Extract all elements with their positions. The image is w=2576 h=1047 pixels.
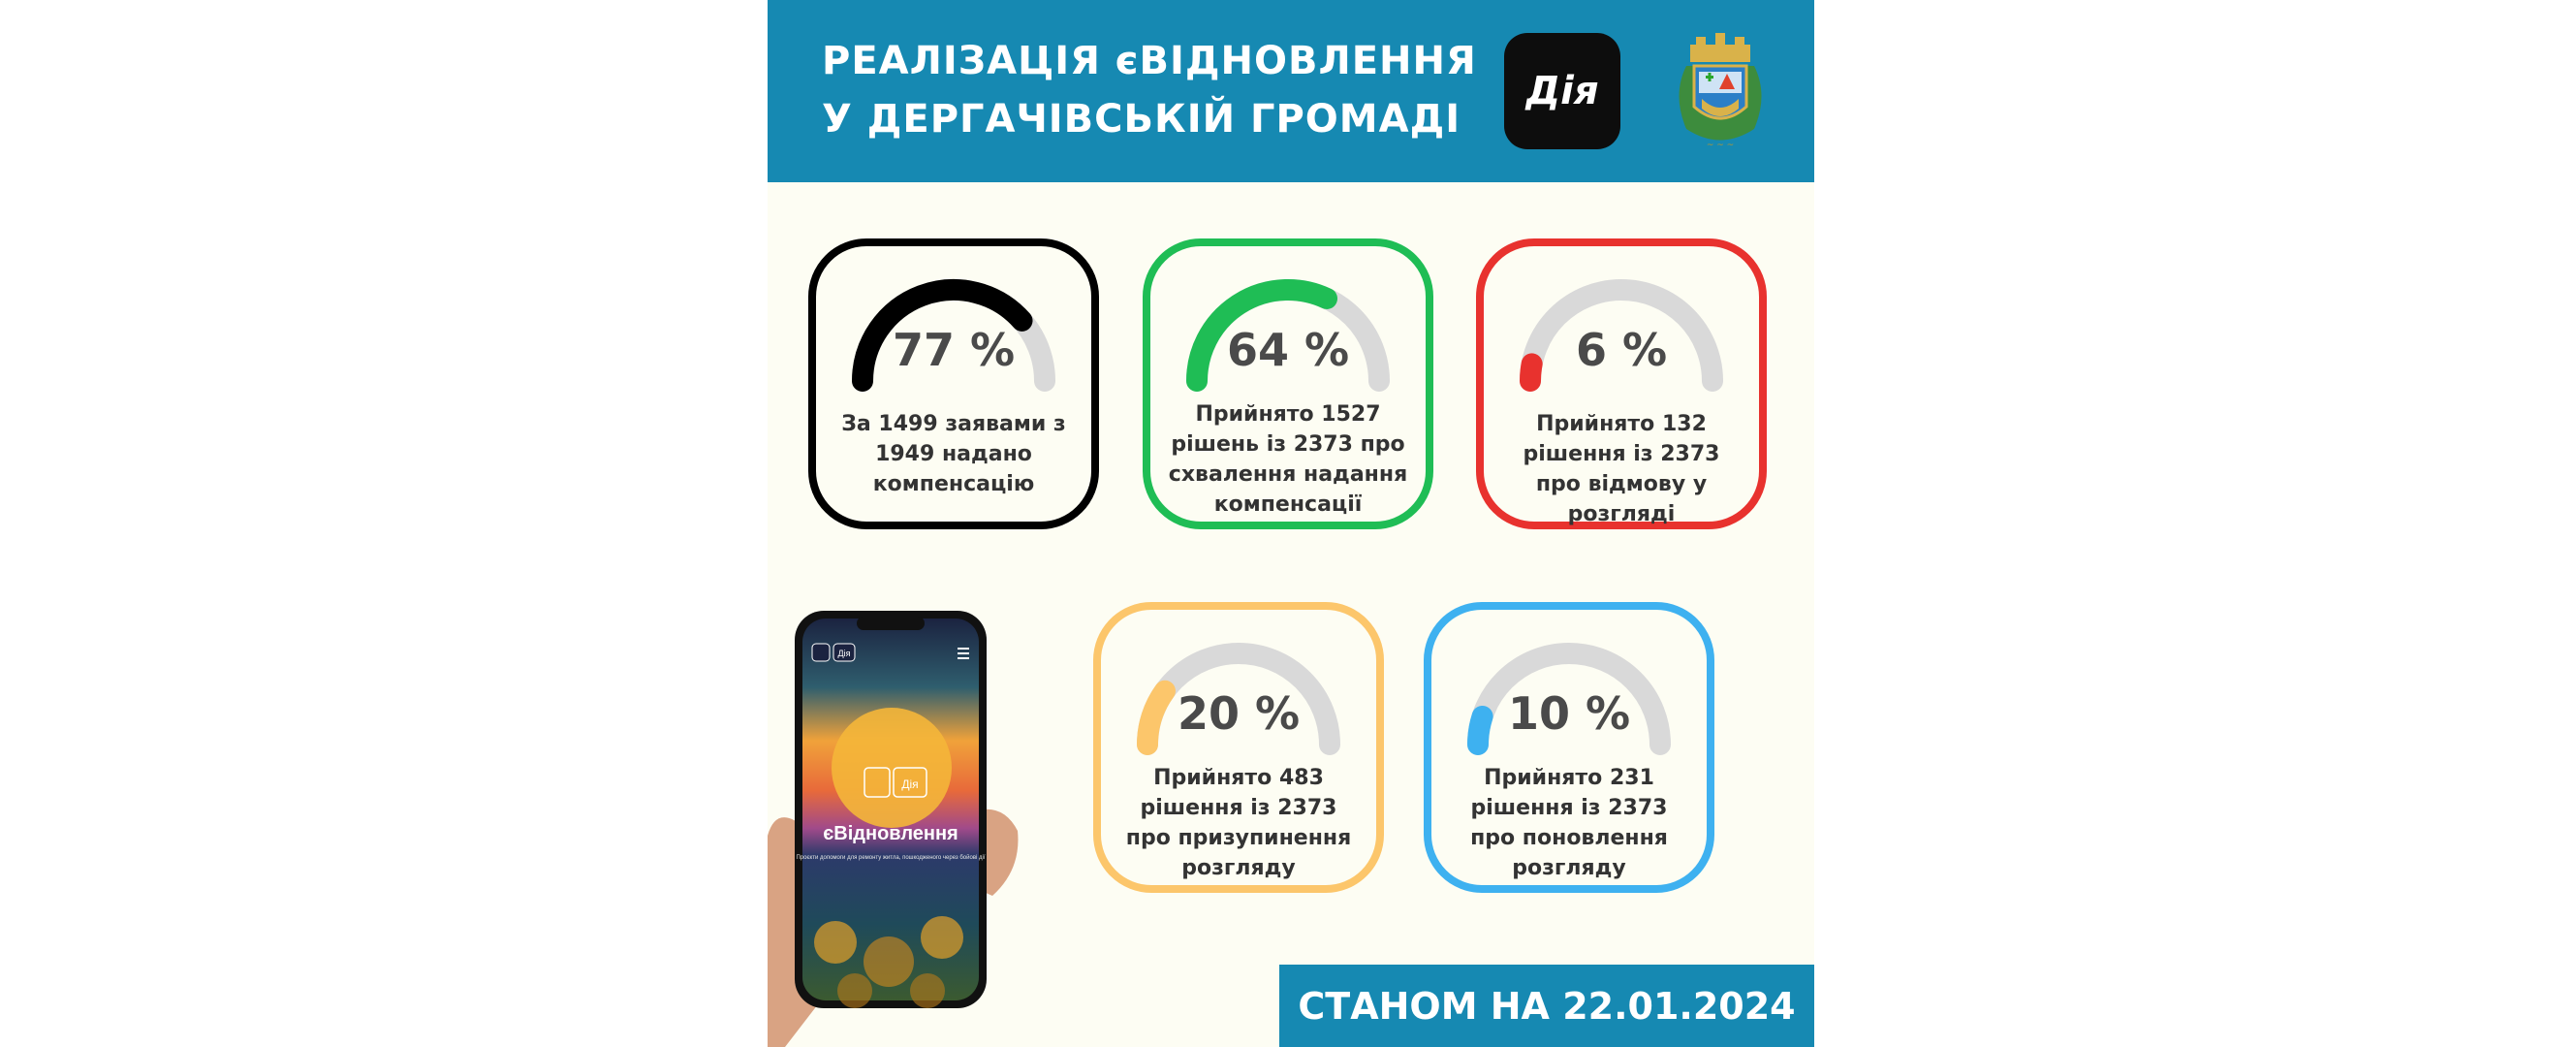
diia-logo: Дія <box>1504 33 1620 149</box>
phone-diia-badge: Дія <box>838 649 851 658</box>
progress-gauge <box>852 279 1055 392</box>
card-description: За 1499 заявами з 1949 надано компенсаці… <box>841 412 1066 496</box>
header-banner: РЕАЛІЗАЦІЯ єВІДНОВЛЕННЯ У ДЕРГАЧІВСЬКІЙ … <box>768 0 1814 182</box>
svg-text:~ ~ ~: ~ ~ ~ <box>1707 141 1734 150</box>
gauge-fill <box>1137 680 1176 755</box>
date-banner: СТАНОМ НА 22.01.2024 <box>1279 965 1814 1047</box>
coat-of-arms-icon: ~ ~ ~ <box>1679 33 1762 150</box>
gauge-fill <box>1520 353 1543 392</box>
gauge-fill <box>852 279 1033 392</box>
card-description: Прийнято 1527 рішень із 2373 про схвален… <box>1168 402 1408 517</box>
progress-gauge <box>1137 643 1340 755</box>
phone-app-subtitle: Проєкти допомоги для ремонту житла, пошк… <box>796 854 985 861</box>
progress-gauge <box>1520 279 1723 392</box>
percent-label: 10 % <box>1507 687 1631 740</box>
stat-card-suspension: 20 % Прийнято 483 рішення із 2373 про пр… <box>1093 602 1384 893</box>
phone-in-hand-image: Дія Дія єВідновлення Проєкти допомоги дл… <box>768 611 1019 1047</box>
gauge-track <box>1467 643 1671 755</box>
percent-label: 77 % <box>892 324 1016 376</box>
stat-card-compensation: 77 % За 1499 заявами з 1949 надано компе… <box>808 238 1099 529</box>
phone-app-title: єВідновлення <box>823 823 958 844</box>
percent-label: 64 % <box>1226 324 1350 376</box>
card-description: Прийнято 483 рішення із 2373 про призупи… <box>1125 766 1352 880</box>
infographic: РЕАЛІЗАЦІЯ єВІДНОВЛЕННЯ У ДЕРГАЧІВСЬКІЙ … <box>768 0 1814 1047</box>
stat-card-refusal: 6 % Прийнято 132 рішення із 2373 про від… <box>1476 238 1767 529</box>
gauge-fill <box>1467 705 1493 755</box>
stat-card-approval: 64 % Прийнято 1527 рішень із 2373 про сх… <box>1143 238 1433 529</box>
stat-card-resumption: 10 % Прийнято 231 рішення із 2373 про по… <box>1424 602 1714 893</box>
phone-app-logo: Дія <box>901 777 918 791</box>
percent-label: 20 % <box>1177 687 1301 740</box>
gauge-track <box>1520 279 1723 392</box>
percent-label: 6 % <box>1575 324 1668 376</box>
gauge-fill <box>1186 279 1338 392</box>
title-line-1: РЕАЛІЗАЦІЯ єВІДНОВЛЕННЯ <box>822 39 1477 83</box>
progress-gauge <box>1186 279 1390 392</box>
card-description: Прийнято 231 рішення із 2373 про поновле… <box>1470 766 1668 880</box>
progress-gauge <box>1467 643 1671 755</box>
card-description: Прийнято 132 рішення із 2373 про відмову… <box>1523 412 1720 526</box>
title-line-2: У ДЕРГАЧІВСЬКІЙ ГРОМАДІ <box>822 97 1461 142</box>
